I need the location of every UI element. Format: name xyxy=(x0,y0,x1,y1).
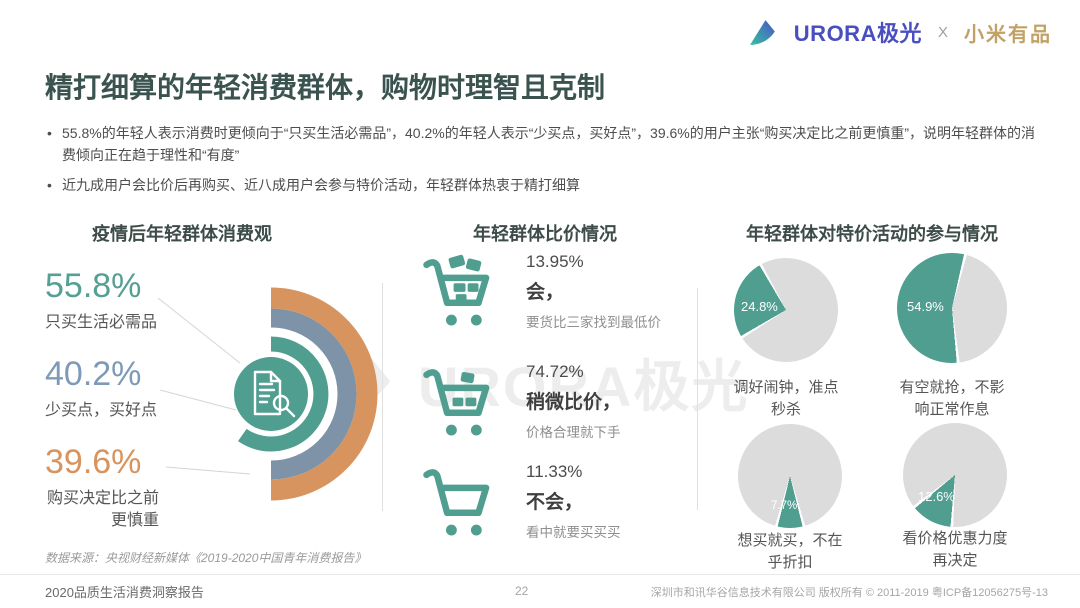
compare-answer: 稍微比价， xyxy=(526,392,622,413)
pie-chart-no-discount-care: 7.7% xyxy=(738,424,842,528)
footer-copyright: 深圳市和讯华谷信息技术有限公司 版权所有 © 2011-2019 粤ICP备12… xyxy=(650,587,1048,599)
section-heading-special-offers: 年轻群体对特价活动的参与情况 xyxy=(746,224,998,244)
stat-necessities: 55.8% 只买生活必需品 xyxy=(45,268,157,334)
pie-label: 调好闹钟，准点秒杀 xyxy=(733,379,839,418)
pie-percent-label: 54.9% xyxy=(907,299,944,314)
pie-label: 想买就买，不在乎折扣 xyxy=(737,532,843,571)
compare-percent: 11.33% xyxy=(526,462,583,481)
pie-percent-label: 24.8% xyxy=(741,299,778,314)
brand-cjk: 极光 xyxy=(876,21,922,46)
cart-empty-icon xyxy=(423,469,490,536)
compare-note: 要货比三家找到最低价 xyxy=(526,315,661,330)
summary-bullets: • 55.8%的年轻人表示消费时更倾向于“只买生活必需品”，40.2%的年轻人表示… xyxy=(45,122,1040,204)
column-divider xyxy=(697,288,698,510)
stat-label: 购买决定比之前更慎重 xyxy=(46,490,159,529)
stat-value: 55.8% xyxy=(45,267,142,305)
bullet-item: • 55.8%的年轻人表示消费时更倾向于“只买生活必需品”，40.2%的年轻人表示… xyxy=(45,122,1040,166)
header-brand-row: URORA极光 X 小米有品 xyxy=(748,16,1052,48)
pie-percent-label: 7.7% xyxy=(771,500,798,512)
compare-row-text: 74.72% 稍微比价， 价格合理就下手 xyxy=(526,362,621,444)
section-heading-price-comparison: 年轻群体比价情况 xyxy=(473,224,617,244)
stat-more-cautious: 39.6% 购买决定比之前更慎重 xyxy=(45,444,159,532)
stat-buy-less-better: 40.2% 少买点，买好点 xyxy=(45,356,157,422)
brand-name: URORA极光 xyxy=(794,16,922,48)
brand-separator: X xyxy=(937,23,948,41)
stat-value: 39.6% xyxy=(45,443,142,481)
stat-label: 只买生活必需品 xyxy=(45,314,158,331)
bullet-item: • 近九成用户会比价后再购买、近八成用户会参与特价活动，年轻群体热衷于精打细算 xyxy=(45,174,1040,196)
section-heading-consumption: 疫情后年轻群体消费观 xyxy=(92,224,272,244)
compare-note: 看中就要买买买 xyxy=(526,525,621,540)
compare-row-text: 11.33% 不会， 看中就要买买买 xyxy=(526,462,621,544)
compare-answer: 不会， xyxy=(526,492,584,513)
pie-chart-alarm-seckill: 24.8% xyxy=(734,258,838,362)
compare-row-yes: 13.95% 会， 要货比三家找到最低价 xyxy=(420,252,661,334)
pie-percent-label: 12.6% xyxy=(918,489,955,504)
bullet-dot-icon: • xyxy=(47,177,52,193)
pie-label: 看价格优惠力度再决定 xyxy=(902,530,1008,569)
bullet-text: 近九成用户会比价后再购买、近八成用户会参与特价活动，年轻群体热衷于精打细算 xyxy=(62,177,580,193)
stat-connector-lines xyxy=(157,297,251,475)
document-search-icon xyxy=(253,370,296,418)
aurora-logo-icon xyxy=(749,19,775,45)
pie-label: 有空就抢，不影响正常作息 xyxy=(899,379,1005,418)
compare-percent: 13.95% xyxy=(526,252,584,271)
consumption-rings-chart xyxy=(234,287,378,501)
stat-label: 少买点，买好点 xyxy=(45,402,158,419)
footer-page-number: 22 xyxy=(515,584,529,598)
data-source-note: 数据来源：央视财经新媒体《2019-2020中国青年消费报告》 xyxy=(45,551,367,565)
partner-logo-text: 小米有品 xyxy=(964,23,1052,46)
compare-answer: 会， xyxy=(526,282,565,303)
pie-chart-grab-when-free: 54.9% xyxy=(897,253,1007,363)
compare-row-no: 11.33% 不会， 看中就要买买买 xyxy=(420,462,621,544)
cart-half-icon xyxy=(423,369,490,436)
pie-chart-depends-on-discount: 12.6% xyxy=(903,423,1007,527)
cart-full-icon xyxy=(423,254,490,326)
compare-note: 价格合理就下手 xyxy=(526,425,621,440)
bullet-text: 55.8%的年轻人表示消费时更倾向于“只买生活必需品”，40.2%的年轻人表示“… xyxy=(62,125,1036,163)
brand-latin: URORA xyxy=(793,21,877,46)
compare-row-text: 13.95% 会， 要货比三家找到最低价 xyxy=(526,252,661,334)
stat-value: 40.2% xyxy=(45,355,142,393)
bullet-dot-icon: • xyxy=(47,125,52,141)
compare-row-slight: 74.72% 稍微比价， 价格合理就下手 xyxy=(420,362,621,444)
footer-report-title: 2020品质生活消费洞察报告 xyxy=(45,585,204,600)
compare-percent: 74.72% xyxy=(526,362,584,381)
footer-divider xyxy=(0,574,1080,575)
page-title: 精打细算的年轻消费群体，购物时理智且克制 xyxy=(45,72,606,103)
